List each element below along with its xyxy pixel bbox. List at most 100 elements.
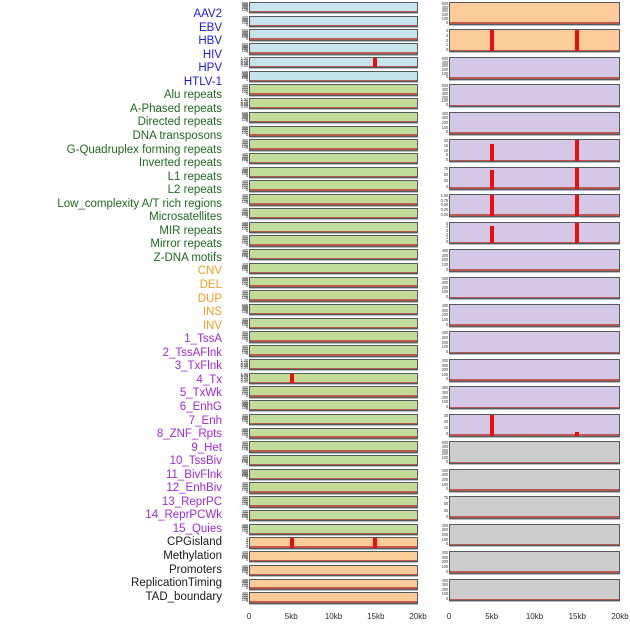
track-panel[interactable] <box>449 166 620 190</box>
y-tick-label: 100 <box>241 596 249 602</box>
y-tick-label: 3 <box>445 33 448 39</box>
y-tick-label: 300 <box>241 208 249 214</box>
track-panel[interactable] <box>249 153 418 165</box>
track-peak[interactable] <box>490 225 495 244</box>
track-panel[interactable] <box>249 166 418 179</box>
y-tick-label: 400 <box>241 83 249 89</box>
track-panel[interactable] <box>249 111 418 124</box>
track-peak[interactable] <box>490 30 495 52</box>
track-panel[interactable] <box>249 29 418 41</box>
track-panel[interactable] <box>249 180 418 192</box>
track-panel[interactable] <box>249 221 418 234</box>
track-panel[interactable] <box>249 15 418 28</box>
track-peak[interactable] <box>574 167 579 189</box>
track-panel[interactable] <box>449 221 620 245</box>
track-panel[interactable] <box>249 509 418 522</box>
track-panel[interactable] <box>249 304 418 316</box>
track-peak[interactable] <box>574 222 579 244</box>
x-tick-label: 10kb <box>324 612 343 621</box>
track-panel[interactable] <box>249 98 418 110</box>
track-panel[interactable] <box>249 56 418 69</box>
track-panel[interactable] <box>249 468 418 481</box>
track-peak[interactable] <box>373 538 378 548</box>
track-panel[interactable] <box>449 276 620 300</box>
y-tick-label: 100 <box>441 98 449 104</box>
track-panel[interactable] <box>249 386 418 398</box>
track-panel[interactable] <box>249 84 418 96</box>
track-panel[interactable] <box>249 455 418 467</box>
track-panel[interactable] <box>249 413 418 426</box>
track-panel[interactable] <box>449 496 620 519</box>
y-tick-label: 0 <box>245 76 248 82</box>
track-panel[interactable] <box>449 2 620 25</box>
track-panel[interactable] <box>449 551 620 574</box>
track-panel[interactable] <box>249 125 418 137</box>
track-panel[interactable] <box>249 400 418 412</box>
track-panel[interactable] <box>249 207 418 220</box>
track-panel[interactable] <box>249 235 418 247</box>
track-peak[interactable] <box>289 538 294 548</box>
track-panel[interactable] <box>249 372 418 385</box>
track-panel[interactable] <box>449 441 620 465</box>
track-panel[interactable] <box>249 592 418 604</box>
track-peak[interactable] <box>373 57 378 68</box>
track-panel[interactable] <box>249 317 418 330</box>
track-panel[interactable] <box>249 564 418 577</box>
track-panel[interactable] <box>449 331 620 355</box>
y-tick-label: 0.75 <box>440 197 449 203</box>
track-peak[interactable] <box>574 140 579 162</box>
track-panel[interactable] <box>449 386 620 410</box>
y-axis-ticks: 400 300 200 100 0 <box>228 413 249 425</box>
track-panel[interactable] <box>249 441 418 453</box>
track-peak[interactable] <box>490 169 495 189</box>
track-panel[interactable] <box>449 523 620 547</box>
track-panel[interactable] <box>249 139 418 151</box>
track-peak[interactable] <box>574 30 579 52</box>
track-panel[interactable] <box>249 358 418 371</box>
track-panel[interactable] <box>449 29 620 53</box>
track-panel[interactable] <box>249 276 418 288</box>
track-peak[interactable] <box>490 414 495 436</box>
track-panel[interactable] <box>249 262 418 275</box>
y-tick-label: 200 <box>441 451 449 457</box>
track-panel[interactable] <box>249 427 418 439</box>
track-panel[interactable] <box>249 249 418 261</box>
track-peak[interactable] <box>574 195 579 216</box>
track-baseline <box>250 106 417 109</box>
y-tick-label: 300 <box>241 455 249 461</box>
track-panel[interactable] <box>249 331 418 343</box>
track-panel[interactable] <box>249 70 418 83</box>
track-panel[interactable] <box>449 56 620 80</box>
x-tick-label: 15kb <box>568 612 586 621</box>
track-panel[interactable] <box>449 358 620 382</box>
y-tick-label: 100 <box>441 15 449 21</box>
track-panel[interactable] <box>449 468 620 492</box>
track-panel[interactable] <box>249 43 418 55</box>
track-panel[interactable] <box>249 537 418 549</box>
track-panel[interactable] <box>449 578 620 602</box>
track-panel[interactable] <box>449 84 620 108</box>
track-panel[interactable] <box>249 496 418 508</box>
y-tick-label: 100 <box>241 431 249 437</box>
y-tick-label: 300 <box>241 85 249 91</box>
track-panel[interactable] <box>449 304 620 327</box>
track-peak[interactable] <box>574 431 579 436</box>
track-panel[interactable] <box>249 345 418 357</box>
track-panel[interactable] <box>249 482 418 494</box>
track-panel[interactable] <box>249 551 418 563</box>
track-peak[interactable] <box>490 195 495 216</box>
track-panel[interactable] <box>249 2 418 14</box>
track-panel[interactable] <box>449 413 620 437</box>
y-axis-ticks: 400 300 200 100 0 <box>228 139 249 151</box>
track-panel[interactable] <box>449 111 620 135</box>
track-panel[interactable] <box>449 194 620 217</box>
track-panel[interactable] <box>249 578 418 590</box>
track-panel[interactable] <box>249 523 418 536</box>
track-panel[interactable] <box>249 194 418 206</box>
track-baseline <box>250 587 417 589</box>
track-peak[interactable] <box>490 144 495 162</box>
track-peak[interactable] <box>289 373 294 383</box>
track-panel[interactable] <box>449 249 620 272</box>
track-panel[interactable] <box>449 139 620 163</box>
track-panel[interactable] <box>249 290 418 302</box>
